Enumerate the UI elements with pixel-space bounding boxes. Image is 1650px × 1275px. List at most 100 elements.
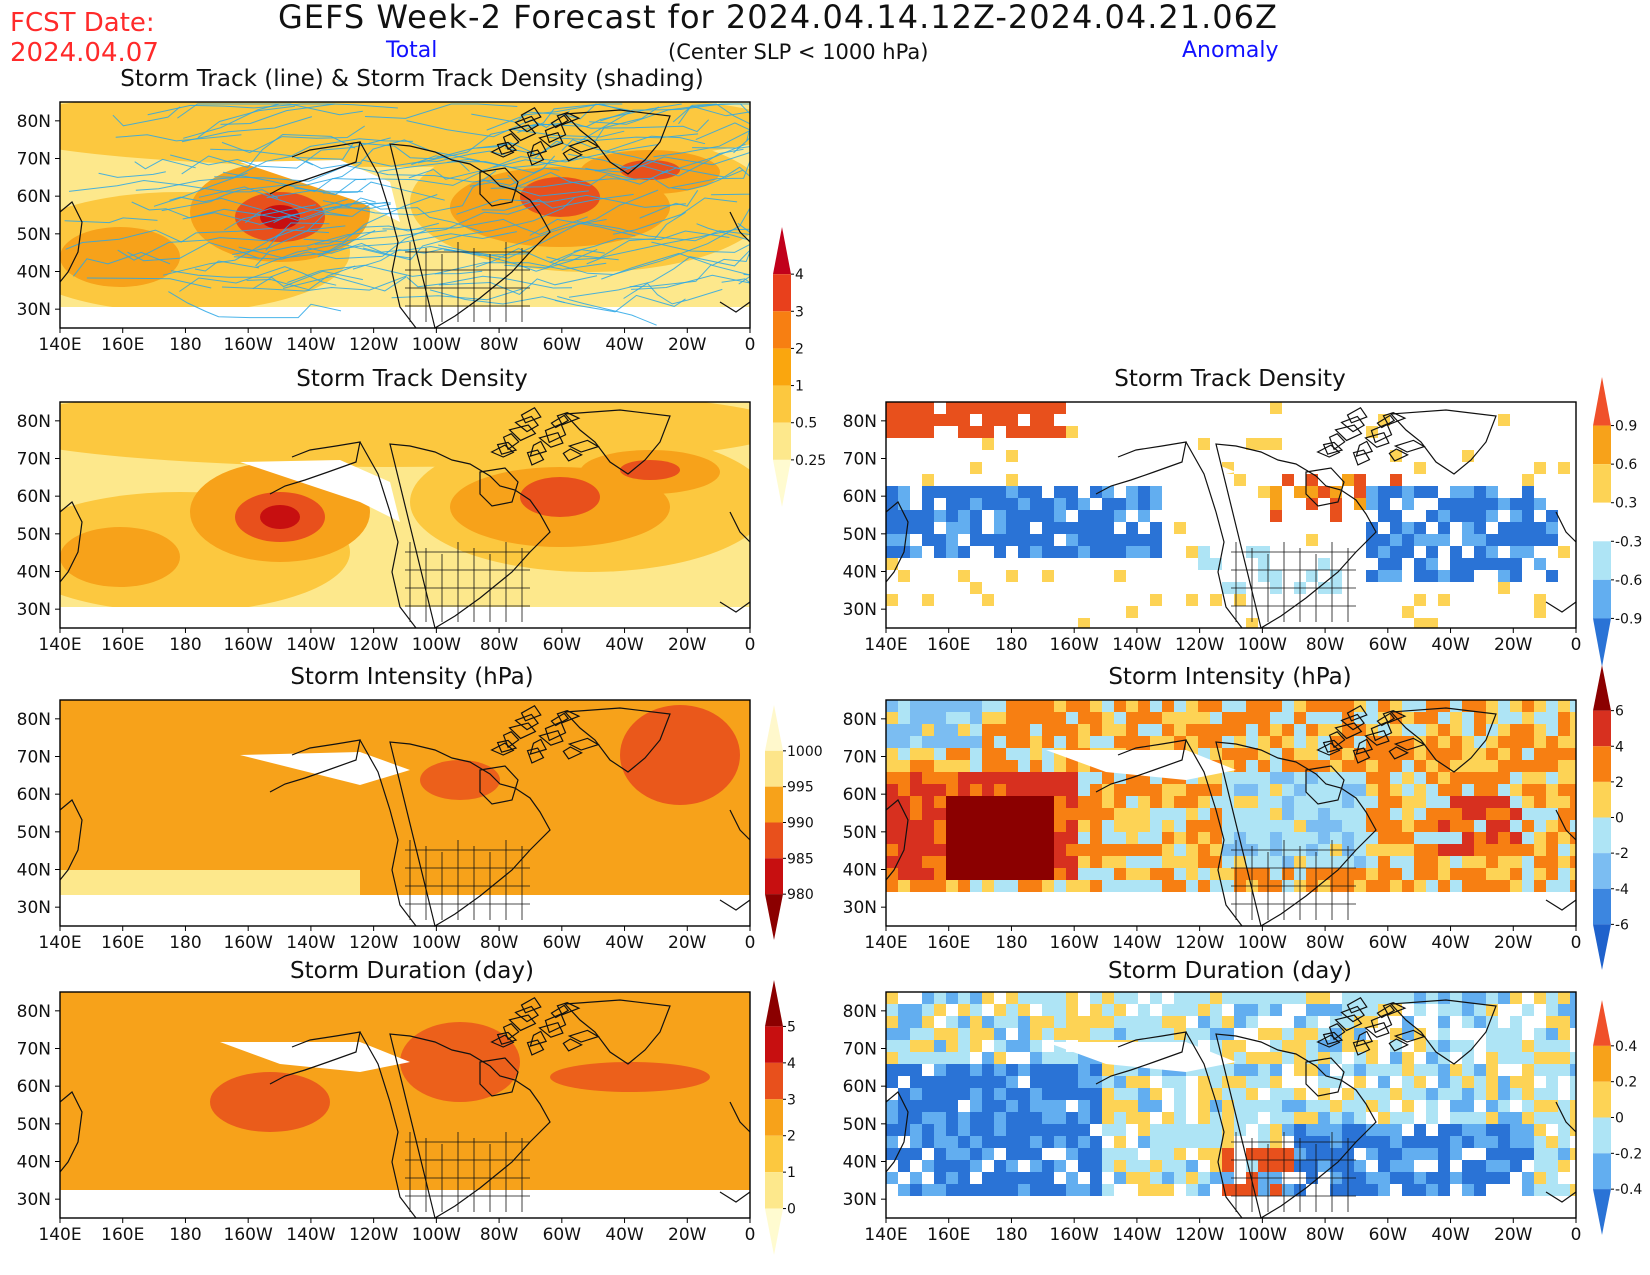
anomaly-cell	[1018, 510, 1030, 522]
anomaly-cell	[1282, 1124, 1294, 1136]
lat-label: 70N	[17, 1040, 51, 1060]
anomaly-cell	[1450, 1004, 1462, 1016]
anomaly-cell	[1246, 438, 1258, 450]
anomaly-cell	[1558, 992, 1570, 1004]
anomaly-cell	[1138, 712, 1150, 724]
anomaly-cell	[1210, 1064, 1222, 1076]
anomaly-cell	[1114, 784, 1126, 796]
anomaly-cell	[1258, 558, 1270, 570]
anomaly-cell	[1294, 724, 1306, 736]
anomaly-cell	[922, 1100, 934, 1112]
lon-label: 160E	[101, 1225, 144, 1245]
lat-label: 60N	[843, 785, 877, 805]
anomaly-cell	[1102, 1100, 1114, 1112]
anomaly-cell	[1558, 700, 1570, 712]
anomaly-cell	[1198, 1088, 1210, 1100]
anomaly-cell	[1102, 1112, 1114, 1124]
anomaly-cell	[1546, 1184, 1558, 1196]
shading-blob	[260, 505, 300, 529]
anomaly-cell	[1030, 1088, 1042, 1100]
anomaly-cell	[958, 1064, 970, 1076]
anomaly-cell	[1270, 772, 1282, 784]
anomaly-cell	[1162, 808, 1174, 820]
anomaly-cell	[1054, 1064, 1066, 1076]
anomaly-cell	[1474, 1136, 1486, 1148]
anomaly-cell	[934, 820, 946, 832]
anomaly-cell	[1462, 498, 1474, 510]
anomaly-cell	[1066, 1088, 1078, 1100]
anomaly-cell	[1498, 1160, 1510, 1172]
anomaly-cell	[994, 712, 1006, 724]
anomaly-cell	[1126, 1028, 1138, 1040]
anomaly-cell	[1462, 1064, 1474, 1076]
anomaly-cell	[1306, 992, 1318, 1004]
anomaly-cell	[1210, 724, 1222, 736]
anomaly-cell	[1390, 736, 1402, 748]
anomaly-cell	[1174, 1004, 1186, 1016]
anomaly-cell	[1270, 868, 1282, 880]
anomaly-cell	[1426, 700, 1438, 712]
anomaly-cell	[1126, 796, 1138, 808]
anomaly-cell	[1186, 1004, 1198, 1016]
anomaly-cell	[1114, 736, 1126, 748]
anomaly-cell	[982, 712, 994, 724]
anomaly-cell	[1030, 820, 1042, 832]
anomaly-cell	[1486, 1124, 1498, 1136]
anomaly-cell	[1066, 736, 1078, 748]
anomaly-cell	[946, 1052, 958, 1064]
anomaly-cell	[910, 1016, 922, 1028]
anomaly-cell	[1570, 1184, 1576, 1196]
anomaly-cell	[1078, 832, 1090, 844]
anomaly-cell	[1162, 880, 1174, 892]
anomaly-cell	[1138, 1016, 1150, 1028]
anomaly-cell	[1378, 1124, 1390, 1136]
map-frame	[885, 401, 1577, 629]
storm-track-line	[246, 265, 356, 291]
asia-coast	[885, 799, 909, 881]
anomaly-cell	[1246, 832, 1258, 844]
anomaly-cell	[1078, 1112, 1090, 1124]
anomaly-cell	[1174, 832, 1186, 844]
anomaly-cell	[1198, 1100, 1210, 1112]
anomaly-cell	[1246, 736, 1258, 748]
colorbar-label: 2	[787, 1129, 796, 1145]
anomaly-cell	[910, 856, 922, 868]
shading-blob	[620, 460, 680, 480]
arctic-island	[550, 114, 570, 129]
arctic-island	[1346, 406, 1368, 424]
colorbar-label: 985	[787, 851, 814, 867]
anomaly-cell	[886, 1148, 898, 1160]
anomaly-cell	[1438, 594, 1450, 606]
lat-label: 60N	[17, 487, 51, 507]
lon-label: 180	[169, 1225, 201, 1245]
anomaly-cell	[1438, 1124, 1450, 1136]
anomaly-cell	[934, 784, 946, 796]
anomaly-cell	[994, 880, 1006, 892]
anomaly-cell	[1234, 1076, 1246, 1088]
anomaly-cell	[1390, 724, 1402, 736]
anomaly-cell	[1498, 808, 1510, 820]
anomaly-cell	[1282, 1088, 1294, 1100]
greenland-coast	[1389, 707, 1497, 773]
anomaly-cell	[1006, 1076, 1018, 1088]
anomaly-cell	[1390, 784, 1402, 796]
anomaly-cell	[1030, 1052, 1042, 1064]
anomaly-cell	[922, 736, 934, 748]
anomaly-cell	[1090, 724, 1102, 736]
anomaly-cell	[1462, 760, 1474, 772]
anomaly-cell	[1066, 856, 1078, 868]
anomaly-cell	[898, 832, 910, 844]
anomaly-cell	[1234, 700, 1246, 712]
anomaly-cell	[1018, 772, 1030, 784]
anomaly-cell	[1198, 712, 1210, 724]
anomaly-cell	[946, 534, 958, 546]
anomaly-cell	[994, 832, 1006, 844]
subtitle: (Center SLP < 1000 hPa)	[668, 40, 929, 64]
arctic-island	[550, 414, 570, 429]
anomaly-cell	[1282, 1184, 1294, 1196]
anomaly-cell	[1018, 522, 1030, 534]
anomaly-cell	[1210, 1136, 1222, 1148]
lat-label: 40N	[843, 1153, 877, 1173]
anomaly-cell	[1078, 1028, 1090, 1040]
anomaly-cell	[910, 414, 922, 426]
